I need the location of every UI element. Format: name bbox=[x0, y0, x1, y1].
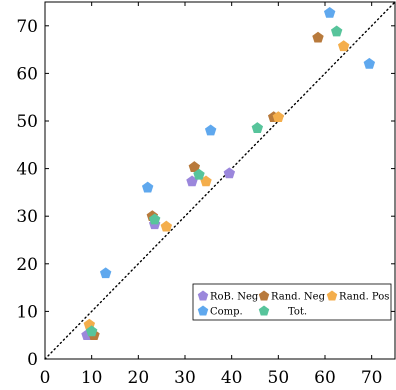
legend-marker-rob-neg bbox=[197, 290, 209, 301]
point-tot bbox=[148, 213, 161, 225]
axes bbox=[44, 1, 396, 360]
point-tot bbox=[251, 122, 264, 133]
y-tick-label: 10 bbox=[16, 302, 38, 322]
x-tick-label: 40 bbox=[221, 368, 243, 388]
point-comp bbox=[323, 6, 336, 18]
point-rand-pos bbox=[337, 40, 350, 52]
legend-marker-tot bbox=[258, 305, 270, 316]
point-comp bbox=[99, 267, 112, 279]
legend: RoB. Neg Rand. Neg Rand. Pos Comp. Tot. bbox=[192, 283, 392, 321]
y-tick-label: 40 bbox=[16, 160, 38, 180]
y-tick-label: 70 bbox=[16, 17, 38, 37]
x-tick-label: 60 bbox=[314, 368, 336, 388]
legend-label-comp: Comp. bbox=[210, 307, 243, 318]
data-points bbox=[81, 6, 376, 341]
legend-marker-rand-neg bbox=[258, 290, 270, 301]
legend-label-rand-pos: Rand. Pos bbox=[339, 292, 389, 303]
x-tick-label: 70 bbox=[361, 368, 383, 388]
point-rand-neg bbox=[188, 161, 201, 173]
point-rand-pos bbox=[200, 175, 212, 187]
legend-marker-rand-pos bbox=[326, 290, 338, 301]
point-rand-pos bbox=[160, 220, 173, 232]
plot-frame bbox=[44, 1, 396, 360]
x-tick-label: 0 bbox=[40, 368, 51, 388]
point-rob-neg bbox=[223, 167, 236, 179]
x-tick-label: 30 bbox=[174, 368, 196, 388]
point-rand-neg bbox=[312, 31, 324, 43]
y-tick-label: 60 bbox=[16, 64, 38, 84]
reference-line-layer bbox=[44, 1, 396, 360]
point-rand-pos bbox=[272, 111, 285, 123]
point-comp bbox=[363, 57, 376, 69]
point-comp bbox=[141, 181, 154, 193]
point-tot bbox=[85, 325, 98, 337]
point-rob-neg bbox=[186, 175, 198, 187]
tick-labels: 0 10 20 30 40 50 60 70 0 10 20 30 40 50 60 70 bbox=[16, 17, 382, 388]
point-comp bbox=[204, 124, 217, 136]
y-tick-label: 20 bbox=[16, 255, 38, 275]
legend-marker-comp bbox=[197, 305, 209, 316]
reference-line bbox=[44, 1, 396, 360]
tick-marks bbox=[44, 2, 395, 360]
legend-label-rob-neg: RoB. Neg bbox=[210, 292, 259, 303]
x-tick-label: 50 bbox=[268, 368, 290, 388]
x-tick-label: 20 bbox=[128, 368, 150, 388]
y-tick-label: 0 bbox=[27, 350, 38, 370]
legend-label-rand-neg: Rand. Neg bbox=[271, 292, 326, 303]
x-tick-label: 10 bbox=[81, 368, 103, 388]
point-tot bbox=[193, 168, 205, 180]
y-tick-label: 30 bbox=[16, 207, 38, 227]
legend-box bbox=[192, 283, 392, 321]
y-tick-label: 50 bbox=[16, 112, 38, 132]
point-tot bbox=[330, 25, 343, 37]
legend-label-tot: Tot. bbox=[288, 307, 307, 318]
